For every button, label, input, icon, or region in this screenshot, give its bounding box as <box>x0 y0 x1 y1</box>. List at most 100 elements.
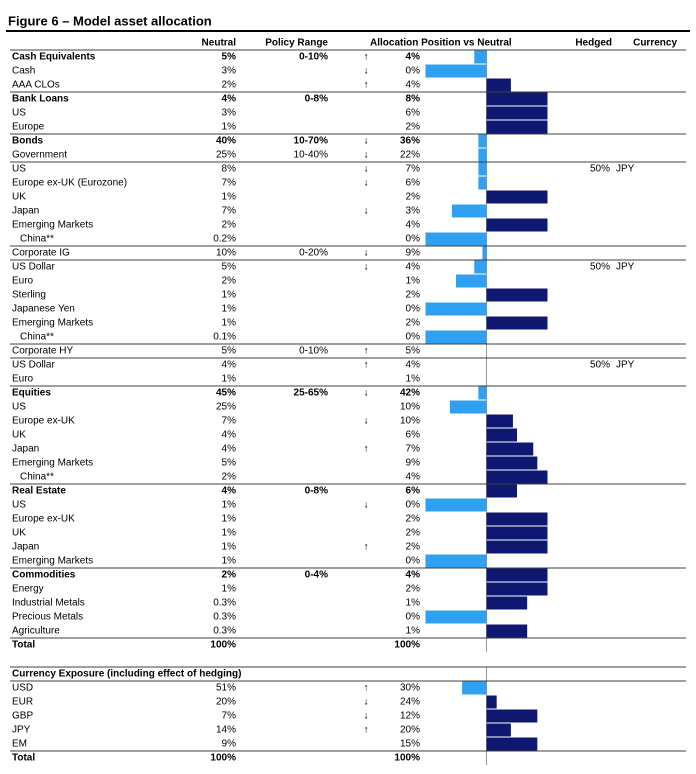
neutral: 100% <box>210 753 236 764</box>
allocation: 2% <box>406 514 421 525</box>
position-bar <box>486 218 548 232</box>
position-bar <box>486 596 528 610</box>
row-label: Euro <box>12 374 34 385</box>
allocation: 30% <box>400 683 420 694</box>
policy-range: 0-8% <box>305 486 328 497</box>
allocation: 1% <box>406 598 421 609</box>
row-label: China** <box>20 472 54 483</box>
row-label: Corporate HY <box>12 346 73 357</box>
policy-range: 10-40% <box>294 150 329 161</box>
position-bar <box>478 386 487 400</box>
direction: ↓ <box>364 66 369 77</box>
neutral: 5% <box>222 458 237 469</box>
allocation: 10% <box>400 416 420 427</box>
position-bar <box>425 554 487 568</box>
figure-title: Figure 6 – Model asset allocation <box>8 13 212 28</box>
neutral: 2% <box>222 220 237 231</box>
neutral: 7% <box>222 178 237 189</box>
direction: ↑ <box>364 52 369 63</box>
neutral: 0.3% <box>213 598 236 609</box>
policy-range: 0-20% <box>299 248 328 259</box>
row-label: Europe ex-UK (Eurozone) <box>12 178 127 189</box>
position-bar <box>486 470 548 484</box>
neutral: 2% <box>222 472 237 483</box>
row-label: Corporate IG <box>12 248 70 259</box>
allocation: 6% <box>406 430 421 441</box>
direction: ↓ <box>364 711 369 722</box>
neutral: 2% <box>222 80 237 91</box>
row-label: US Dollar <box>12 360 55 371</box>
column-header: Hedged <box>575 38 612 49</box>
neutral: 45% <box>216 388 236 399</box>
neutral: 4% <box>222 444 237 455</box>
row-label: US <box>12 164 26 175</box>
row-label: Precious Metals <box>12 612 83 623</box>
neutral: 25% <box>216 402 236 413</box>
direction: ↓ <box>364 248 369 259</box>
direction: ↓ <box>364 178 369 189</box>
allocation: 24% <box>400 697 420 708</box>
allocation: 0% <box>406 612 421 623</box>
direction: ↓ <box>364 206 369 217</box>
position-bar <box>425 610 487 624</box>
direction: ↑ <box>364 542 369 553</box>
allocation: 4% <box>406 80 421 91</box>
position-bar <box>486 442 534 456</box>
policy-range: 0-4% <box>305 570 328 581</box>
allocation: 4% <box>406 360 421 371</box>
direction: ↓ <box>364 697 369 708</box>
hedged: 50% <box>590 360 610 371</box>
position-bar <box>486 428 517 442</box>
neutral: 7% <box>222 206 237 217</box>
row-label: EM <box>12 739 27 750</box>
allocation: 0% <box>406 556 421 567</box>
position-bar <box>478 148 487 162</box>
neutral: 5% <box>222 262 237 273</box>
position-bar <box>449 400 487 414</box>
neutral: 51% <box>216 683 236 694</box>
position-bar <box>425 330 487 344</box>
position-bar <box>478 162 487 176</box>
row-label: Industrial Metals <box>12 598 85 609</box>
row-label: UK <box>12 528 26 539</box>
position-bar <box>486 582 548 596</box>
column-header: Allocation Position vs Neutral <box>370 38 512 49</box>
row-label: Government <box>12 150 67 161</box>
row-label: US <box>12 500 26 511</box>
allocation: 100% <box>394 640 420 651</box>
direction: ↓ <box>364 416 369 427</box>
allocation: 9% <box>406 458 421 469</box>
allocation: 8% <box>406 94 421 105</box>
position-bar <box>474 50 487 64</box>
position-bar <box>486 737 538 751</box>
position-bar <box>486 695 497 709</box>
neutral: 1% <box>222 500 237 511</box>
neutral: 4% <box>222 360 237 371</box>
allocation: 1% <box>406 276 421 287</box>
neutral: 5% <box>222 346 237 357</box>
row-label: Bank Loans <box>12 94 69 105</box>
row-label: Cash <box>12 66 35 77</box>
position-bar <box>486 624 528 638</box>
row-label: UK <box>12 430 26 441</box>
position-bar <box>486 106 548 120</box>
neutral: 1% <box>222 528 237 539</box>
position-bar <box>486 456 538 470</box>
position-bar <box>451 204 487 218</box>
row-label: Total <box>12 640 35 651</box>
allocation: 10% <box>400 402 420 413</box>
row-label: Emerging Markets <box>12 220 93 231</box>
row-label: Cash Equivalents <box>12 52 96 63</box>
direction: ↑ <box>364 360 369 371</box>
row-label: GBP <box>12 711 33 722</box>
neutral: 7% <box>222 416 237 427</box>
position-bar <box>425 302 487 316</box>
neutral: 1% <box>222 542 237 553</box>
neutral: 8% <box>222 164 237 175</box>
row-label: Currency Exposure (including effect of h… <box>12 669 241 680</box>
row-label: JPY <box>12 725 31 736</box>
neutral: 2% <box>222 276 237 287</box>
allocation: 20% <box>400 725 420 736</box>
neutral: 1% <box>222 374 237 385</box>
allocation: 2% <box>406 542 421 553</box>
